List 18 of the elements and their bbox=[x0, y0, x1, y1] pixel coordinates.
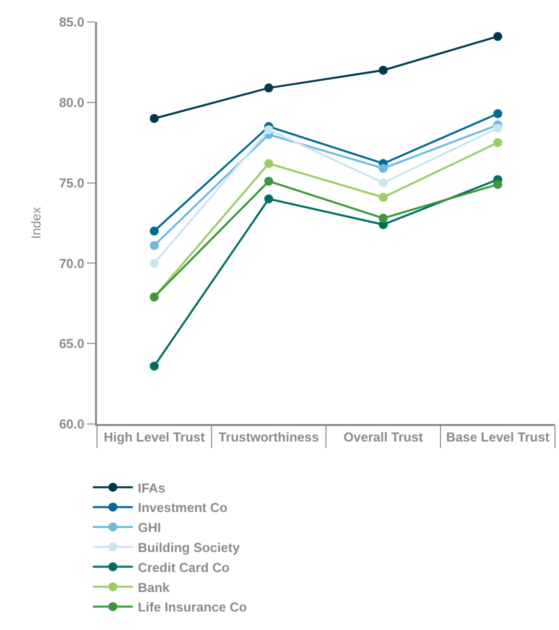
y-tick-label: 65.0 bbox=[59, 336, 84, 352]
legend-label: Life Insurance Co bbox=[138, 600, 247, 615]
legend-label: GHI bbox=[138, 520, 161, 536]
x-tick-label: Trustworthiness bbox=[218, 430, 319, 445]
legend-label: Building Society bbox=[138, 540, 240, 555]
y-tick-label: 80.0 bbox=[59, 94, 84, 110]
x-tick-label: High Level Trust bbox=[104, 430, 206, 445]
y-tick-label: 75.0 bbox=[59, 175, 84, 190]
x-tick-label: Overall Trust bbox=[344, 430, 424, 445]
y-tick-label: 85.0 bbox=[59, 14, 84, 30]
legend-label: Bank bbox=[138, 580, 170, 595]
y-tick-label: 60.0 bbox=[59, 416, 84, 432]
legend-label: IFAs bbox=[138, 480, 166, 496]
legend-label: Credit Card Co bbox=[138, 560, 230, 575]
y-tick-label: 70.0 bbox=[59, 256, 84, 271]
y-axis-title: Index bbox=[28, 206, 44, 239]
legend-label: Investment Co bbox=[138, 500, 228, 516]
x-tick-label: Base Level Trust bbox=[446, 430, 550, 445]
